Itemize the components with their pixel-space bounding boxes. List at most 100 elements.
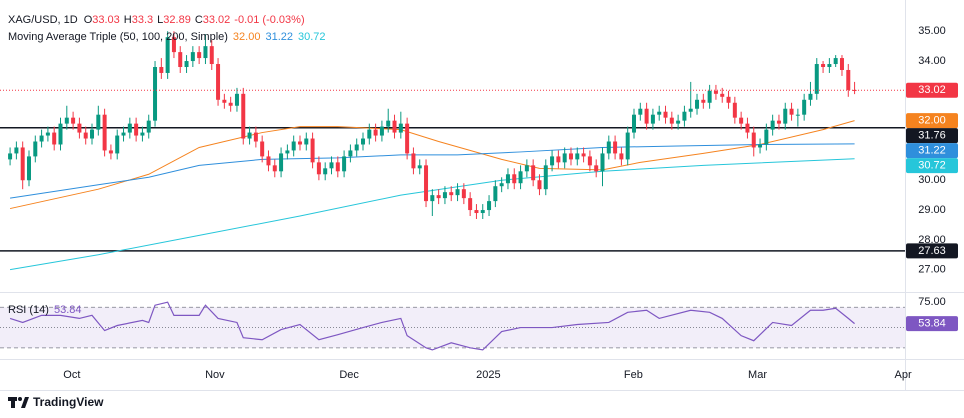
candle-body bbox=[134, 123, 139, 136]
candle-body bbox=[550, 156, 555, 166]
candle-body bbox=[468, 198, 473, 211]
candle-body bbox=[707, 90, 712, 103]
candle-body bbox=[272, 165, 277, 172]
rsi-title: RSI (14) bbox=[8, 304, 49, 316]
candle-body bbox=[184, 61, 189, 68]
candle-body bbox=[814, 64, 819, 94]
candle-body bbox=[846, 69, 851, 90]
candle-body bbox=[279, 153, 284, 172]
brand-logo: TradingView bbox=[8, 395, 104, 409]
candle-body bbox=[436, 195, 441, 199]
ohlc-key: C bbox=[195, 14, 203, 26]
candle-body bbox=[203, 46, 208, 59]
candle-body bbox=[852, 89, 857, 91]
candle-body bbox=[417, 165, 422, 169]
candle-body bbox=[688, 108, 693, 112]
candle-body bbox=[638, 108, 643, 115]
value-box bbox=[906, 243, 958, 259]
candle-body bbox=[745, 123, 750, 133]
candle-body bbox=[499, 183, 504, 187]
x-tick-label: Feb bbox=[624, 369, 643, 381]
candle-body bbox=[392, 120, 397, 133]
candle-body bbox=[266, 156, 271, 166]
candle-body bbox=[455, 189, 460, 196]
header: XAG/USD, 1D O33.03 H33.3 L32.89 C33.02 -0.01 … bbox=[8, 14, 305, 26]
candle-body bbox=[411, 153, 416, 169]
candle-body bbox=[304, 138, 309, 145]
symbol: XAG/USD, 1D bbox=[8, 14, 78, 26]
candle-body bbox=[802, 99, 807, 115]
candle-body bbox=[783, 108, 788, 124]
candle-body bbox=[713, 90, 718, 94]
candle-body bbox=[190, 52, 195, 62]
change: -0.01 (-0.03%) bbox=[234, 14, 304, 26]
candle-body bbox=[222, 99, 227, 103]
candle-body bbox=[39, 135, 44, 142]
candle-body bbox=[285, 150, 290, 154]
value-box bbox=[906, 128, 958, 144]
candle-body bbox=[613, 141, 618, 154]
candle-body bbox=[102, 114, 107, 151]
candle-body bbox=[26, 156, 31, 181]
candle-body bbox=[442, 192, 447, 199]
candle-body bbox=[606, 141, 611, 154]
candle-body bbox=[487, 201, 492, 211]
candle-body bbox=[619, 153, 624, 160]
candle-body bbox=[512, 174, 517, 184]
indicator-name: Moving Average Triple (50, 100, 200, Sim… bbox=[8, 31, 228, 43]
candle-body bbox=[789, 108, 794, 115]
rsi-axis-label: 53.84 bbox=[918, 318, 946, 330]
candle-body bbox=[764, 129, 769, 145]
candle-body bbox=[461, 189, 466, 199]
x-tick-label: Dec bbox=[339, 369, 359, 381]
candle-body bbox=[430, 195, 435, 202]
candle-body bbox=[600, 153, 605, 172]
ohlc-value: 33.02 bbox=[203, 14, 231, 26]
candle-body bbox=[121, 132, 126, 136]
ohlc-value: 33.3 bbox=[132, 14, 153, 26]
candle-body bbox=[20, 147, 25, 181]
candle-body bbox=[159, 67, 164, 73]
candle-body bbox=[594, 165, 599, 172]
candle-body bbox=[795, 114, 800, 116]
candle-body bbox=[776, 120, 781, 124]
axis-value-label: 32.00 bbox=[918, 115, 946, 127]
candle-body bbox=[209, 46, 214, 65]
candle-body bbox=[480, 210, 485, 214]
candle-body bbox=[821, 64, 826, 68]
value-box bbox=[906, 82, 958, 98]
axis-value-label: 30.72 bbox=[918, 160, 946, 172]
candle-body bbox=[575, 153, 580, 160]
candle-body bbox=[58, 123, 63, 145]
candle-body bbox=[379, 126, 384, 136]
candle-body bbox=[751, 132, 756, 148]
candle-body bbox=[424, 165, 429, 202]
candle-body bbox=[556, 156, 561, 163]
candle-body bbox=[632, 114, 637, 133]
value-box bbox=[906, 158, 958, 174]
candle-body bbox=[367, 129, 372, 139]
candle-body bbox=[398, 123, 403, 133]
candle-body bbox=[543, 165, 548, 190]
ohlc-key: H bbox=[124, 14, 132, 26]
candle-body bbox=[354, 144, 359, 151]
indicator-legend: Moving Average Triple (50, 100, 200, Sim… bbox=[8, 31, 326, 43]
candle-body bbox=[253, 132, 258, 142]
candle-body bbox=[234, 93, 239, 106]
candle-body bbox=[64, 117, 69, 124]
candle-body bbox=[581, 153, 586, 157]
candle-body bbox=[241, 93, 246, 139]
candle-body bbox=[524, 165, 529, 172]
indicator-value: 32.00 bbox=[233, 31, 261, 43]
candle-body bbox=[739, 117, 744, 124]
candle-body bbox=[676, 120, 681, 124]
x-tick-label: Oct bbox=[63, 369, 80, 381]
candle-body bbox=[216, 64, 221, 100]
candle-body bbox=[348, 150, 353, 157]
candle-body bbox=[808, 93, 813, 100]
candle-body bbox=[260, 141, 265, 157]
axis-value-label: 27.63 bbox=[918, 245, 946, 257]
candle-body bbox=[625, 132, 630, 160]
